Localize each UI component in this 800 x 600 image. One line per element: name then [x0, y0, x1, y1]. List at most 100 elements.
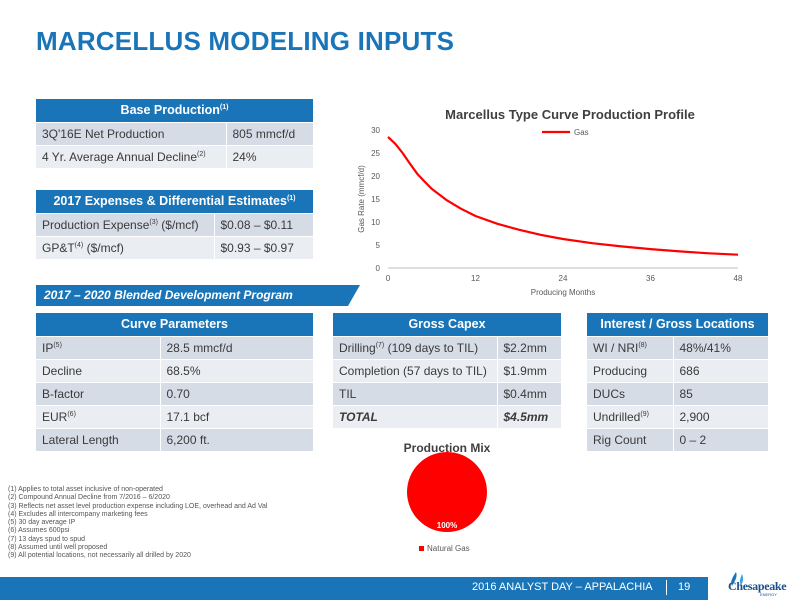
row-label: TOTAL: [339, 409, 378, 424]
table-row: Lateral Length 6,200 ft.: [36, 428, 314, 452]
table-row: Production Expense(3) ($/mcf) $0.08 – $0…: [36, 213, 314, 237]
table-row: EUR(6) 17.1 bcf: [36, 405, 314, 429]
expenses-header: 2017 Expenses & Differential Estimates: [53, 194, 287, 209]
row-label: Completion (57 days to TIL): [339, 363, 487, 378]
expenses-table: 2017 Expenses & Differential Estimates(1…: [36, 190, 314, 260]
row-value: $4.5mm: [503, 409, 549, 424]
row-label: 3Q'16E Net Production: [42, 126, 165, 141]
y-tick-label: 15: [371, 195, 380, 204]
footnote: (6) Assumes 600psi: [8, 527, 70, 535]
row-value: 85: [679, 386, 693, 401]
legend-swatch: [419, 546, 424, 551]
table-row-total: TOTAL $4.5mm: [333, 405, 562, 429]
footnote: (2) Compound Annual Decline from 7/2016 …: [8, 494, 170, 502]
base-production-header: Base Production: [120, 103, 220, 118]
row-value: 28.5 mmcf/d: [166, 340, 233, 355]
table-header: Interest / Gross Locations: [587, 313, 769, 337]
row-label-suffix: ($/mcf): [157, 217, 199, 232]
table-header: Base Production(1): [36, 99, 314, 123]
row-label: IP: [42, 340, 54, 355]
row-value: 68.5%: [166, 363, 201, 378]
y-tick-label: 25: [371, 149, 380, 158]
row-value: $0.08 – $0.11: [220, 217, 294, 232]
table-row: IP(5) 28.5 mmcf/d: [36, 336, 314, 360]
table-header: 2017 Expenses & Differential Estimates(1…: [36, 190, 314, 214]
header-footnote-ref: (1): [286, 195, 296, 203]
y-tick-label: 10: [371, 218, 380, 227]
row-value: $0.4mm: [503, 386, 547, 401]
type-curve-chart: 0 5 10 15 20 25 30 0 12 24 36 48 Producing Months Gas…: [357, 126, 743, 297]
x-axis-title: Producing Months: [531, 288, 595, 297]
y-tick-label: 5: [376, 241, 381, 250]
table-header: Curve Parameters: [36, 313, 314, 337]
pie-data-label: 100%: [437, 521, 457, 530]
table-row: Producing 686: [587, 359, 769, 383]
row-value: 0 – 2: [679, 432, 707, 447]
footnote: (4) Excludes all intercompany marketing …: [8, 510, 148, 518]
row-label: Lateral Length: [42, 432, 119, 447]
row-label: Drilling: [339, 340, 376, 355]
legend-label: Gas: [574, 128, 589, 137]
footnote-ref: (2): [197, 150, 206, 158]
row-value: 0.70: [166, 386, 190, 401]
production-mix-title: Production Mix: [403, 441, 491, 455]
footnote: (1) Applies to total asset inclusive of …: [8, 486, 163, 493]
y-tick-label: 20: [371, 172, 380, 181]
row-value: $0.93 – $0.97: [220, 240, 294, 255]
footnote-ref: (6): [67, 410, 76, 418]
table-row: Undrilled(9) 2,900: [587, 405, 769, 429]
page-number: 19: [678, 581, 691, 593]
banner-shape: [36, 285, 360, 306]
footer-divider: [666, 580, 667, 595]
row-label: 4 Yr. Average Annual Decline: [42, 149, 198, 164]
footnote-ref: (5): [53, 341, 62, 349]
footnote-ref: (3): [149, 218, 158, 226]
row-value: 48%/41%: [679, 340, 731, 355]
row-value: 686: [679, 363, 700, 378]
row-value: 805 mmcf/d: [232, 126, 296, 141]
footnote: (8) Assumed until well proposed: [8, 544, 108, 552]
footnotes: (1) Applies to total asset inclusive of …: [8, 486, 267, 561]
row-label-suffix: (109 days to TIL): [384, 340, 479, 355]
row-label: Production Expense: [42, 217, 150, 232]
gas-series-line: [387, 136, 739, 256]
row-label: TIL: [339, 386, 357, 401]
pie-slice-natural-gas: [407, 452, 487, 532]
banner-label: 2017 – 2020 Blended Development Program: [44, 288, 293, 302]
footer-bar: [0, 577, 708, 600]
row-value: 17.1 bcf: [166, 409, 210, 424]
x-tick-label: 0: [386, 274, 391, 283]
row-label: Producing: [593, 363, 648, 378]
curve-parameters-table: Curve Parameters IP(5) 28.5 mmcf/d Decli…: [36, 313, 314, 452]
footnote: (9) All potential locations, not necessa…: [8, 552, 191, 560]
table-row: Drilling(7) (109 days to TIL) $2.2mm: [333, 336, 562, 360]
row-label: Rig Count: [593, 432, 647, 447]
row-label: EUR: [42, 409, 68, 424]
y-axis-title: Gas Rate (mmcf/d): [357, 165, 366, 233]
footnote-ref: (7): [375, 341, 385, 349]
footnote-ref: (8): [638, 341, 647, 349]
gross-capex-header: Gross Capex: [408, 317, 486, 332]
table-row: GP&T(4) ($/mcf) $0.93 – $0.97: [36, 236, 314, 260]
table-header: Gross Capex: [333, 313, 562, 337]
y-tick-label: 0: [376, 264, 381, 273]
footnote-ref: (4): [74, 241, 84, 249]
type-curve-chart-title: Marcellus Type Curve Production Profile: [445, 107, 695, 122]
production-mix-chart: 100% Natural Gas: [407, 452, 487, 553]
row-value: 24%: [232, 149, 257, 164]
table-row: TIL $0.4mm: [333, 382, 562, 406]
table-row: Completion (57 days to TIL) $1.9mm: [333, 359, 562, 383]
x-tick-label: 36: [646, 274, 655, 283]
x-tick-label: 12: [471, 274, 480, 283]
logo-wordmark: Chesapeake: [728, 579, 787, 593]
footnote: (5) 30 day average IP: [8, 519, 76, 527]
row-value: $1.9mm: [503, 363, 547, 378]
chesapeake-logo: [731, 572, 744, 586]
x-tick-label: 24: [559, 274, 568, 283]
page-title: MARCELLUS MODELING INPUTS: [36, 26, 455, 56]
table-row: B-factor 0.70: [36, 382, 314, 406]
header-footnote-ref: (1): [219, 104, 229, 112]
footnote-ref: (9): [640, 410, 649, 418]
row-label: GP&T: [42, 240, 75, 255]
table-row: Rig Count 0 – 2: [587, 428, 769, 452]
